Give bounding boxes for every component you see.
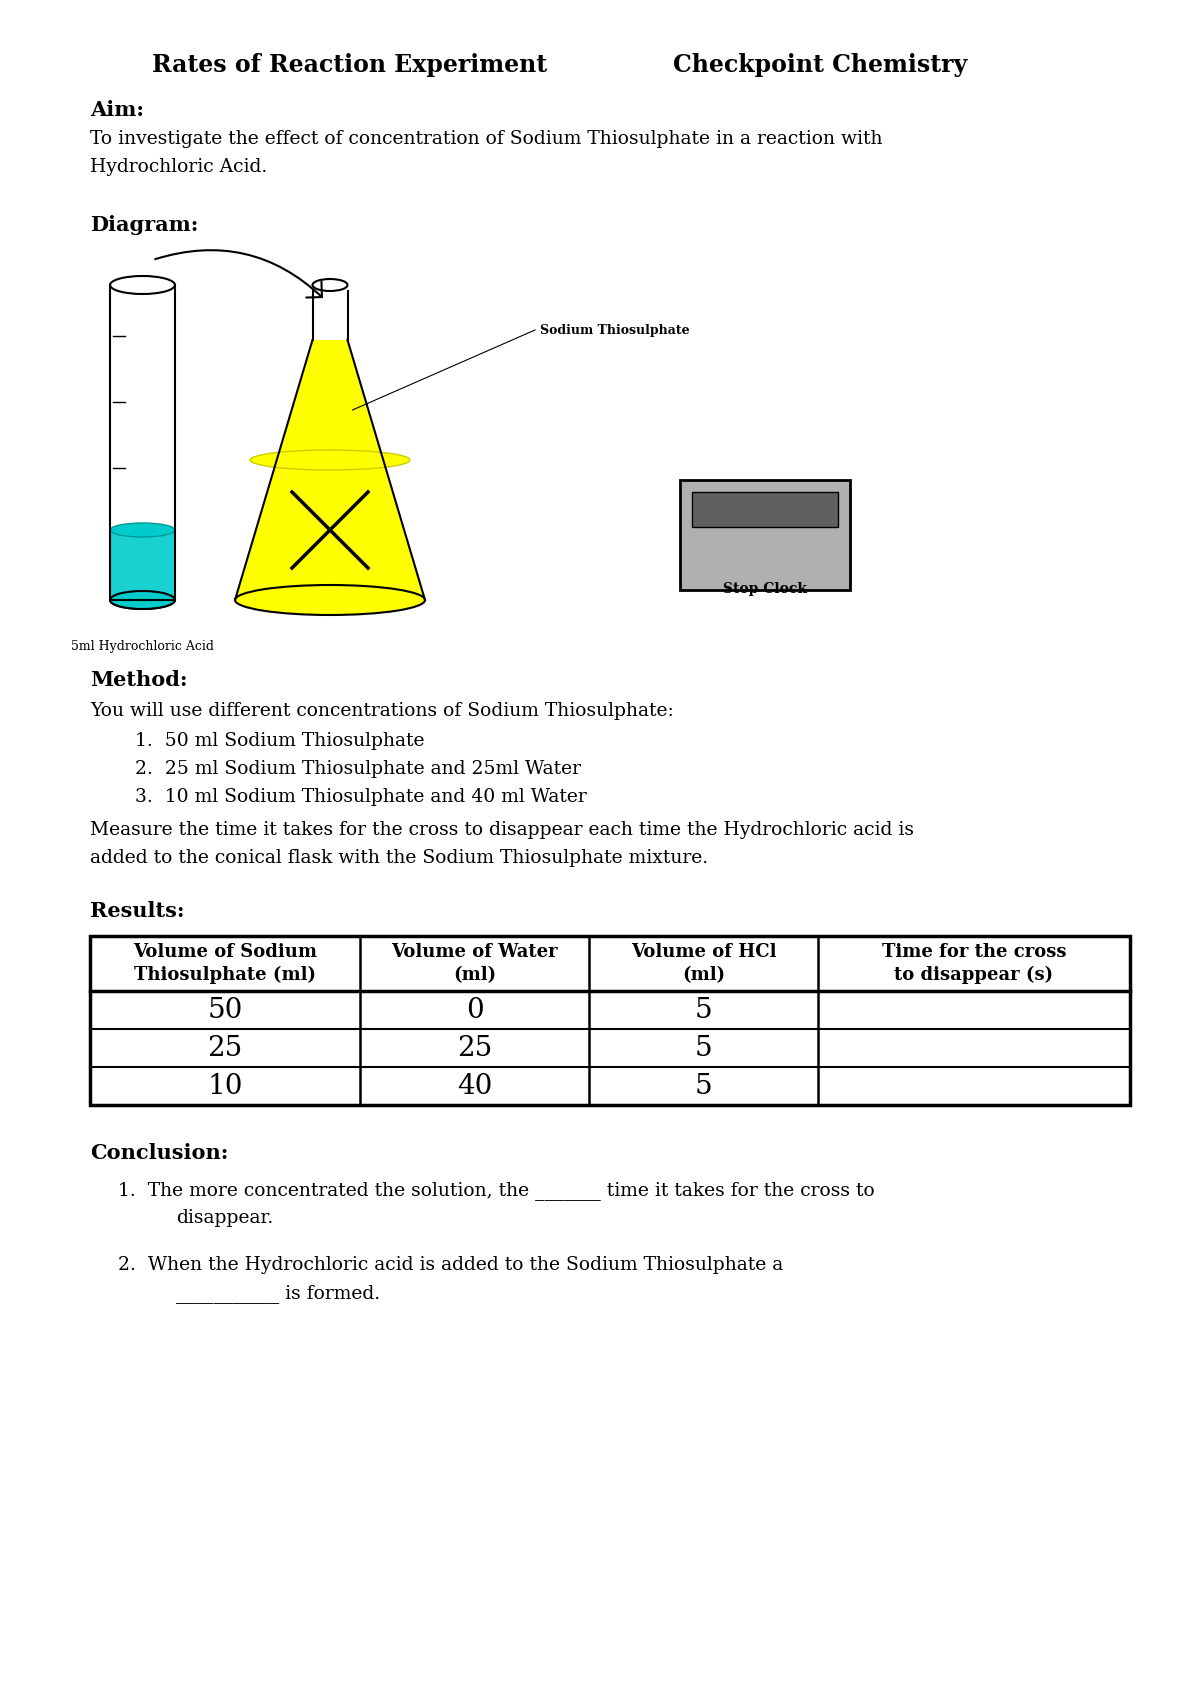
Ellipse shape <box>235 586 425 615</box>
Bar <box>692 492 838 526</box>
Text: 0: 0 <box>466 997 484 1024</box>
Text: disappear.: disappear. <box>176 1209 274 1228</box>
Text: 2.  When the Hydrochloric acid is added to the Sodium Thiosulphate a: 2. When the Hydrochloric acid is added t… <box>118 1257 784 1274</box>
Text: 5: 5 <box>695 1073 713 1100</box>
Ellipse shape <box>110 591 175 610</box>
Text: 50: 50 <box>208 997 242 1024</box>
Ellipse shape <box>110 591 175 610</box>
Text: 1.  The more concentrated the solution, the _______ time it takes for the cross : 1. The more concentrated the solution, t… <box>118 1182 875 1200</box>
Bar <box>680 481 850 589</box>
Text: ___________ is formed.: ___________ is formed. <box>176 1284 380 1302</box>
Bar <box>90 936 1130 1105</box>
Text: Results:: Results: <box>90 902 185 920</box>
Ellipse shape <box>250 450 410 470</box>
Text: To investigate the effect of concentration of Sodium Thiosulphate in a reaction : To investigate the effect of concentrati… <box>90 131 882 177</box>
Text: Volume of HCl
(ml): Volume of HCl (ml) <box>631 942 776 985</box>
Text: 5: 5 <box>695 997 713 1024</box>
Text: Rates of Reaction Experiment: Rates of Reaction Experiment <box>152 53 547 76</box>
Text: Volume of Water
(ml): Volume of Water (ml) <box>391 942 558 985</box>
Text: 40: 40 <box>457 1073 492 1100</box>
FancyArrowPatch shape <box>155 250 322 297</box>
Polygon shape <box>235 340 425 599</box>
Text: 5: 5 <box>695 1034 713 1061</box>
Text: Stop Clock: Stop Clock <box>722 582 808 596</box>
Ellipse shape <box>110 523 175 537</box>
Text: 3.  10 ml Sodium Thiosulphate and 40 ml Water: 3. 10 ml Sodium Thiosulphate and 40 ml W… <box>134 788 587 807</box>
Text: Method:: Method: <box>90 671 187 689</box>
Text: 25: 25 <box>208 1034 242 1061</box>
Text: 10: 10 <box>208 1073 242 1100</box>
Text: 25: 25 <box>457 1034 492 1061</box>
Text: Conclusion:: Conclusion: <box>90 1143 228 1163</box>
Text: Measure the time it takes for the cross to disappear each time the Hydrochloric : Measure the time it takes for the cross … <box>90 822 914 866</box>
Text: 1.  50 ml Sodium Thiosulphate: 1. 50 ml Sodium Thiosulphate <box>134 732 425 751</box>
Text: 5ml Hydrochloric Acid: 5ml Hydrochloric Acid <box>71 640 214 654</box>
Polygon shape <box>110 530 175 599</box>
Text: 2.  25 ml Sodium Thiosulphate and 25ml Water: 2. 25 ml Sodium Thiosulphate and 25ml Wa… <box>134 761 581 778</box>
Text: Volume of Sodium
Thiosulphate (ml): Volume of Sodium Thiosulphate (ml) <box>133 942 317 985</box>
Text: You will use different concentrations of Sodium Thiosulphate:: You will use different concentrations of… <box>90 701 673 720</box>
Text: Diagram:: Diagram: <box>90 216 198 234</box>
Text: Checkpoint Chemistry: Checkpoint Chemistry <box>673 53 967 76</box>
Text: Aim:: Aim: <box>90 100 144 121</box>
Text: Sodium Thiosulphate: Sodium Thiosulphate <box>540 324 690 336</box>
Text: Time for the cross
to disappear (s): Time for the cross to disappear (s) <box>882 942 1067 985</box>
